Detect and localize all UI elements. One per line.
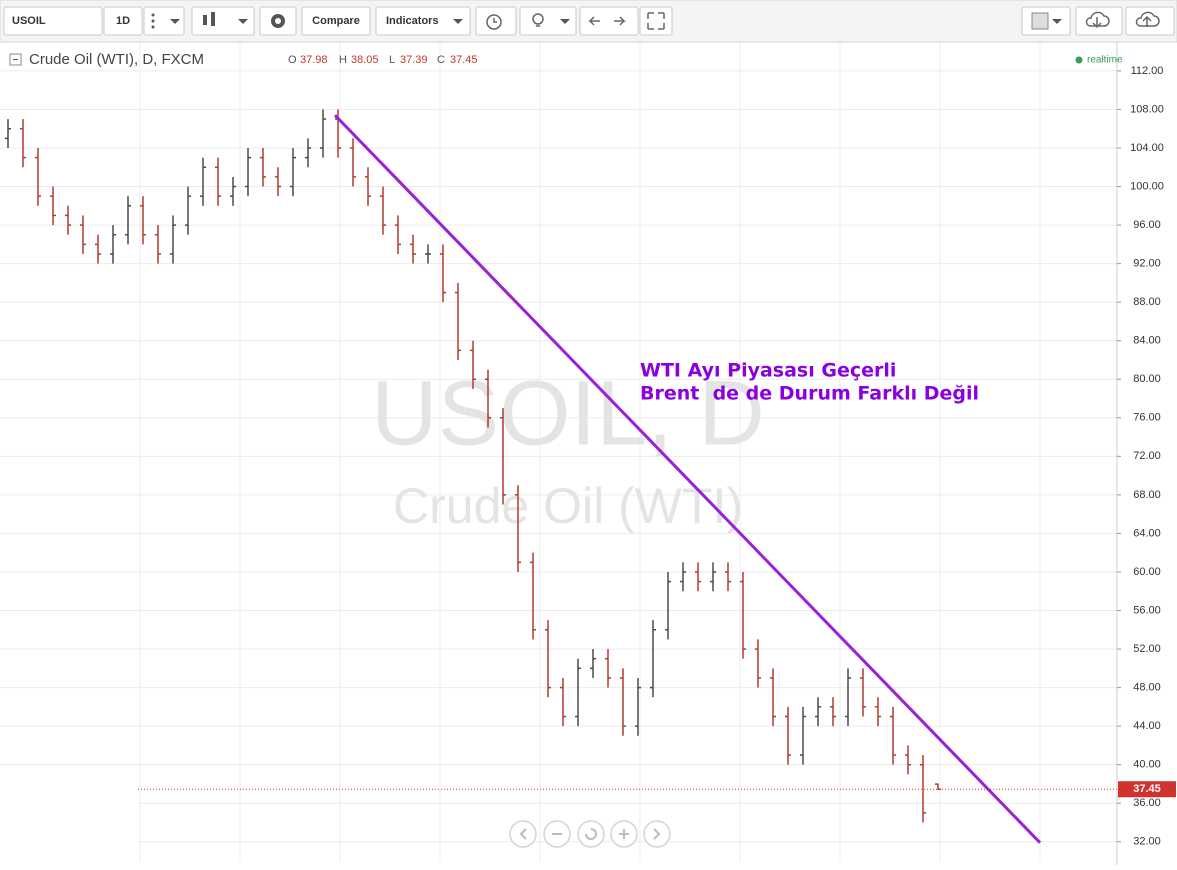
compare: Compare	[312, 15, 360, 27]
ohlc-value: 38.05	[351, 54, 379, 66]
toolbar-icons	[151, 12, 1062, 30]
y-tick-label: 40.00	[1133, 759, 1161, 771]
y-tick-label: 56.00	[1133, 604, 1161, 616]
compare-button[interactable]	[301, 6, 371, 36]
y-tick-label: 96.00	[1133, 219, 1161, 231]
y-tick-label: 36.00	[1133, 797, 1161, 809]
fullscreen-button[interactable]	[639, 6, 673, 36]
symbol-box[interactable]	[3, 6, 103, 36]
plot: USOIL, D Crude Oil (WTI) WTI Ayı Piyasası …	[0, 42, 1117, 862]
interval-button[interactable]	[103, 6, 143, 36]
undo-redo[interactable]	[579, 6, 639, 36]
blank-panel	[0, 786, 138, 865]
reset[interactable]	[577, 820, 605, 848]
ohlc-header: O 37.98 H 38.05 L 37.39 C 37.45	[288, 54, 478, 66]
last-price-box	[1118, 781, 1176, 798]
y-axis: 32.00 36.00 40.00 44.00 48.00 52.00 56.00 60.00…	[1117, 65, 1176, 848]
y-tick-label: 44.00	[1133, 720, 1161, 732]
load-button[interactable]	[1075, 6, 1123, 36]
y-tick-label: 108.00	[1130, 103, 1164, 115]
ohlc-value: 37.98	[300, 54, 328, 66]
symbol: USOIL	[12, 15, 46, 27]
y-tick-label: 32.00	[1133, 836, 1161, 848]
y-tick-label: 76.00	[1133, 412, 1161, 424]
indicators: Indicators	[386, 15, 439, 27]
nav-icons	[519, 828, 661, 840]
ohlc-value: 37.45	[450, 54, 478, 66]
y-tick-label: 100.00	[1130, 180, 1164, 192]
ohlc-label: O	[288, 54, 297, 66]
chart-title: Crude Oil (WTI), D, FXCM	[29, 51, 204, 68]
indicators-button[interactable]	[375, 6, 471, 36]
status-dot	[1075, 56, 1083, 64]
y-tick-label: 88.00	[1133, 296, 1161, 308]
ohlc-label: L	[389, 54, 395, 66]
ohlc-value: 37.39	[400, 54, 428, 66]
y-tick-label: 112.00	[1131, 65, 1164, 77]
y-tick-label: 60.00	[1133, 566, 1161, 578]
y-tick-label: 80.00	[1133, 373, 1161, 385]
y-tick-label: 104.00	[1130, 142, 1164, 154]
annotation: WTI Ayı Piyasası Geçerli	[640, 360, 896, 382]
watermark: USOIL, D	[371, 362, 765, 464]
nav-buttons	[509, 820, 671, 848]
ohlc-label: H	[339, 54, 347, 66]
y-tick-label: 92.00	[1133, 258, 1161, 270]
scroll-left[interactable]	[509, 820, 537, 848]
y-tick-label: 84.00	[1133, 335, 1161, 347]
scroll-right[interactable]	[643, 820, 671, 848]
chart-style-button[interactable]	[191, 6, 255, 36]
last-price-label: 37.45	[1133, 783, 1161, 795]
ohlc-label: C	[437, 54, 445, 66]
watermark: Crude Oil (WTI)	[393, 478, 743, 534]
y-tick-label: 64.00	[1133, 527, 1161, 539]
annotation: Brent de de Durum Farklı Değil	[640, 383, 979, 405]
y-tick-label: 52.00	[1133, 643, 1161, 655]
alert-button[interactable]	[475, 6, 517, 36]
ideas-button[interactable]	[519, 6, 577, 36]
y-tick-label: 72.00	[1133, 450, 1161, 462]
trendline	[333, 114, 1042, 844]
interval: 1D	[116, 15, 130, 27]
status: realtime	[1087, 55, 1123, 66]
toolbar-line-icons	[486, 11, 1160, 30]
y-tick-label: 68.00	[1133, 489, 1161, 501]
y-tick-label: 48.00	[1133, 681, 1161, 693]
